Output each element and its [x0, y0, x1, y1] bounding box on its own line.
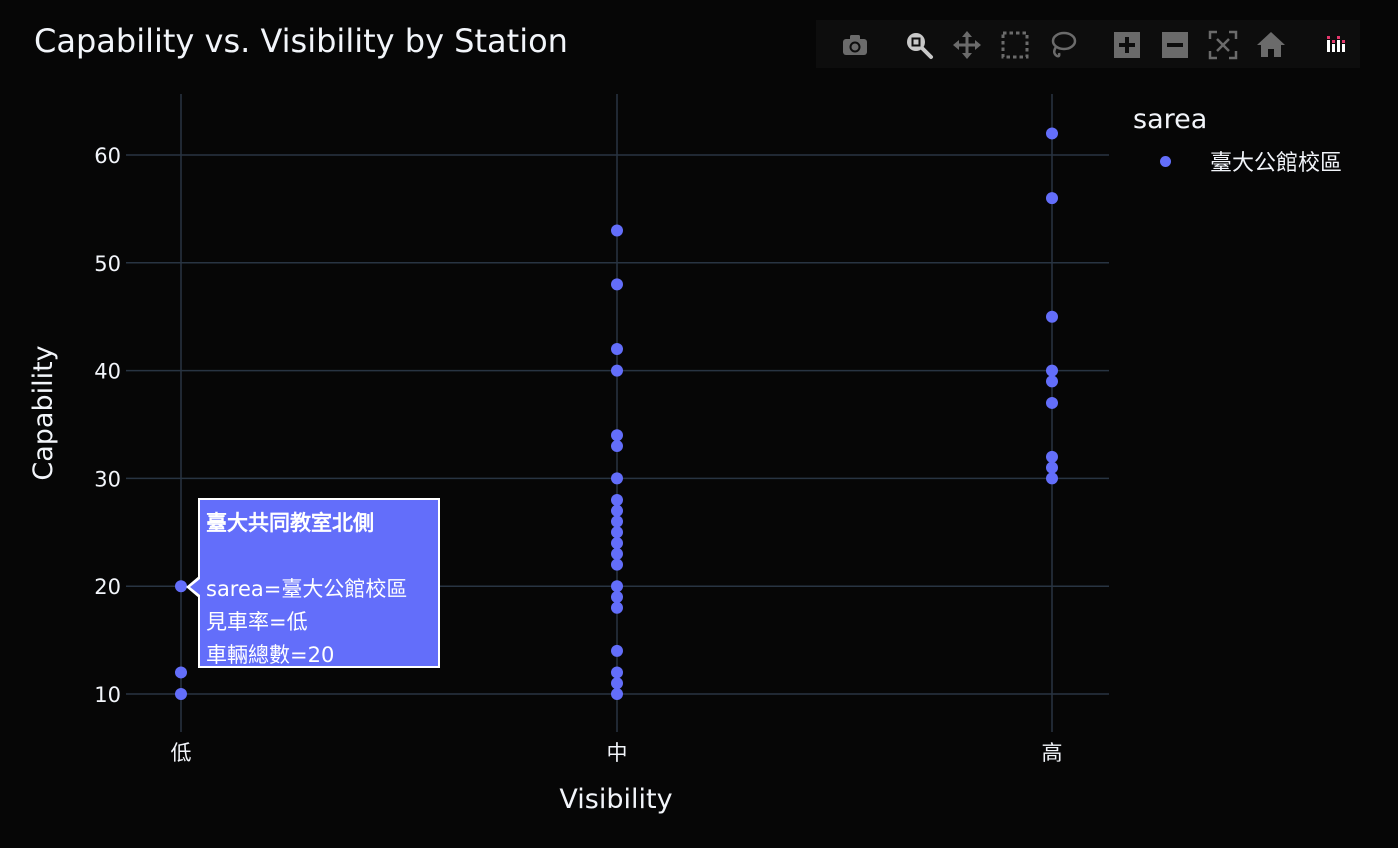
hover-tooltip: 臺大共同教室北側 sarea=臺大公館校區 見車率=低 車輛總數=20	[198, 498, 440, 668]
data-point[interactable]	[1046, 375, 1058, 388]
data-point[interactable]	[1046, 396, 1058, 409]
data-point[interactable]	[611, 364, 623, 377]
data-point[interactable]	[611, 558, 623, 571]
box-select-icon[interactable]	[998, 28, 1032, 62]
data-point[interactable]	[1046, 364, 1058, 377]
y-tick-label: 40	[94, 360, 121, 384]
data-point[interactable]	[175, 688, 187, 700]
y-tick-label: 10	[94, 683, 121, 707]
data-point[interactable]	[175, 580, 187, 593]
lasso-select-icon[interactable]	[1046, 28, 1080, 62]
x-tick-label: 高	[1042, 741, 1063, 765]
data-point[interactable]	[611, 526, 623, 539]
data-point[interactable]	[611, 644, 623, 657]
home-icon[interactable]	[1254, 28, 1288, 62]
data-point[interactable]	[1046, 450, 1058, 463]
data-point[interactable]	[1046, 192, 1058, 205]
data-point[interactable]	[611, 440, 623, 453]
y-tick-label: 20	[94, 575, 121, 599]
legend-item[interactable]: 臺大公館校區	[1160, 144, 1342, 178]
data-points	[175, 127, 1058, 700]
data-point[interactable]	[611, 590, 623, 603]
tooltip-line-visibility: 見車率=低	[206, 610, 308, 634]
data-point[interactable]	[611, 224, 623, 237]
data-point[interactable]	[611, 472, 623, 485]
data-point[interactable]	[175, 666, 187, 679]
data-point[interactable]	[1046, 472, 1058, 485]
y-axis-title: Capability	[28, 345, 59, 480]
y-tick-label: 30	[94, 467, 121, 491]
data-point[interactable]	[611, 515, 623, 528]
x-axis-title: Visibility	[559, 784, 672, 815]
data-point[interactable]	[611, 278, 623, 291]
tooltip-title: 臺大共同教室北側	[206, 511, 374, 535]
data-point[interactable]	[611, 688, 623, 700]
zoom-in-icon[interactable]	[1110, 28, 1144, 62]
data-point[interactable]	[1046, 310, 1058, 323]
tooltip-arrow-inner	[190, 579, 200, 595]
legend-marker	[1160, 155, 1171, 167]
zoom-icon[interactable]	[902, 28, 936, 62]
data-point[interactable]	[611, 537, 623, 550]
data-point[interactable]	[611, 429, 623, 442]
data-point[interactable]	[1046, 461, 1058, 474]
tooltip-line-sarea: sarea=臺大公館校區	[206, 577, 408, 601]
camera-icon[interactable]	[838, 28, 872, 62]
zoom-out-icon[interactable]	[1158, 28, 1192, 62]
modebar	[816, 20, 1360, 68]
tick-labels: 10 20 30 40 50 60 低 中 高	[94, 144, 1062, 765]
data-point[interactable]	[611, 580, 623, 593]
data-point[interactable]	[611, 677, 623, 690]
y-tick-label: 50	[94, 252, 121, 276]
x-tick-label: 低	[171, 741, 192, 765]
tooltip-spacer	[206, 540, 432, 573]
data-point[interactable]	[611, 666, 623, 679]
data-point[interactable]	[611, 601, 623, 614]
pan-icon[interactable]	[950, 28, 984, 62]
autoscale-icon[interactable]	[1206, 28, 1240, 62]
data-point[interactable]	[1046, 127, 1058, 140]
chart-title: Capability vs. Visibility by Station	[34, 22, 568, 60]
y-tick-label: 60	[94, 144, 121, 168]
data-point[interactable]	[611, 343, 623, 356]
data-point[interactable]	[611, 504, 623, 517]
tooltip-line-total: 車輛總數=20	[206, 643, 335, 667]
legend-title: sarea	[1133, 104, 1208, 135]
legend-label: 臺大公館校區	[1210, 151, 1343, 176]
plotly-logo-icon[interactable]	[1318, 28, 1352, 62]
x-tick-label: 中	[607, 741, 628, 765]
data-point[interactable]	[611, 547, 623, 560]
data-point[interactable]	[611, 493, 623, 506]
